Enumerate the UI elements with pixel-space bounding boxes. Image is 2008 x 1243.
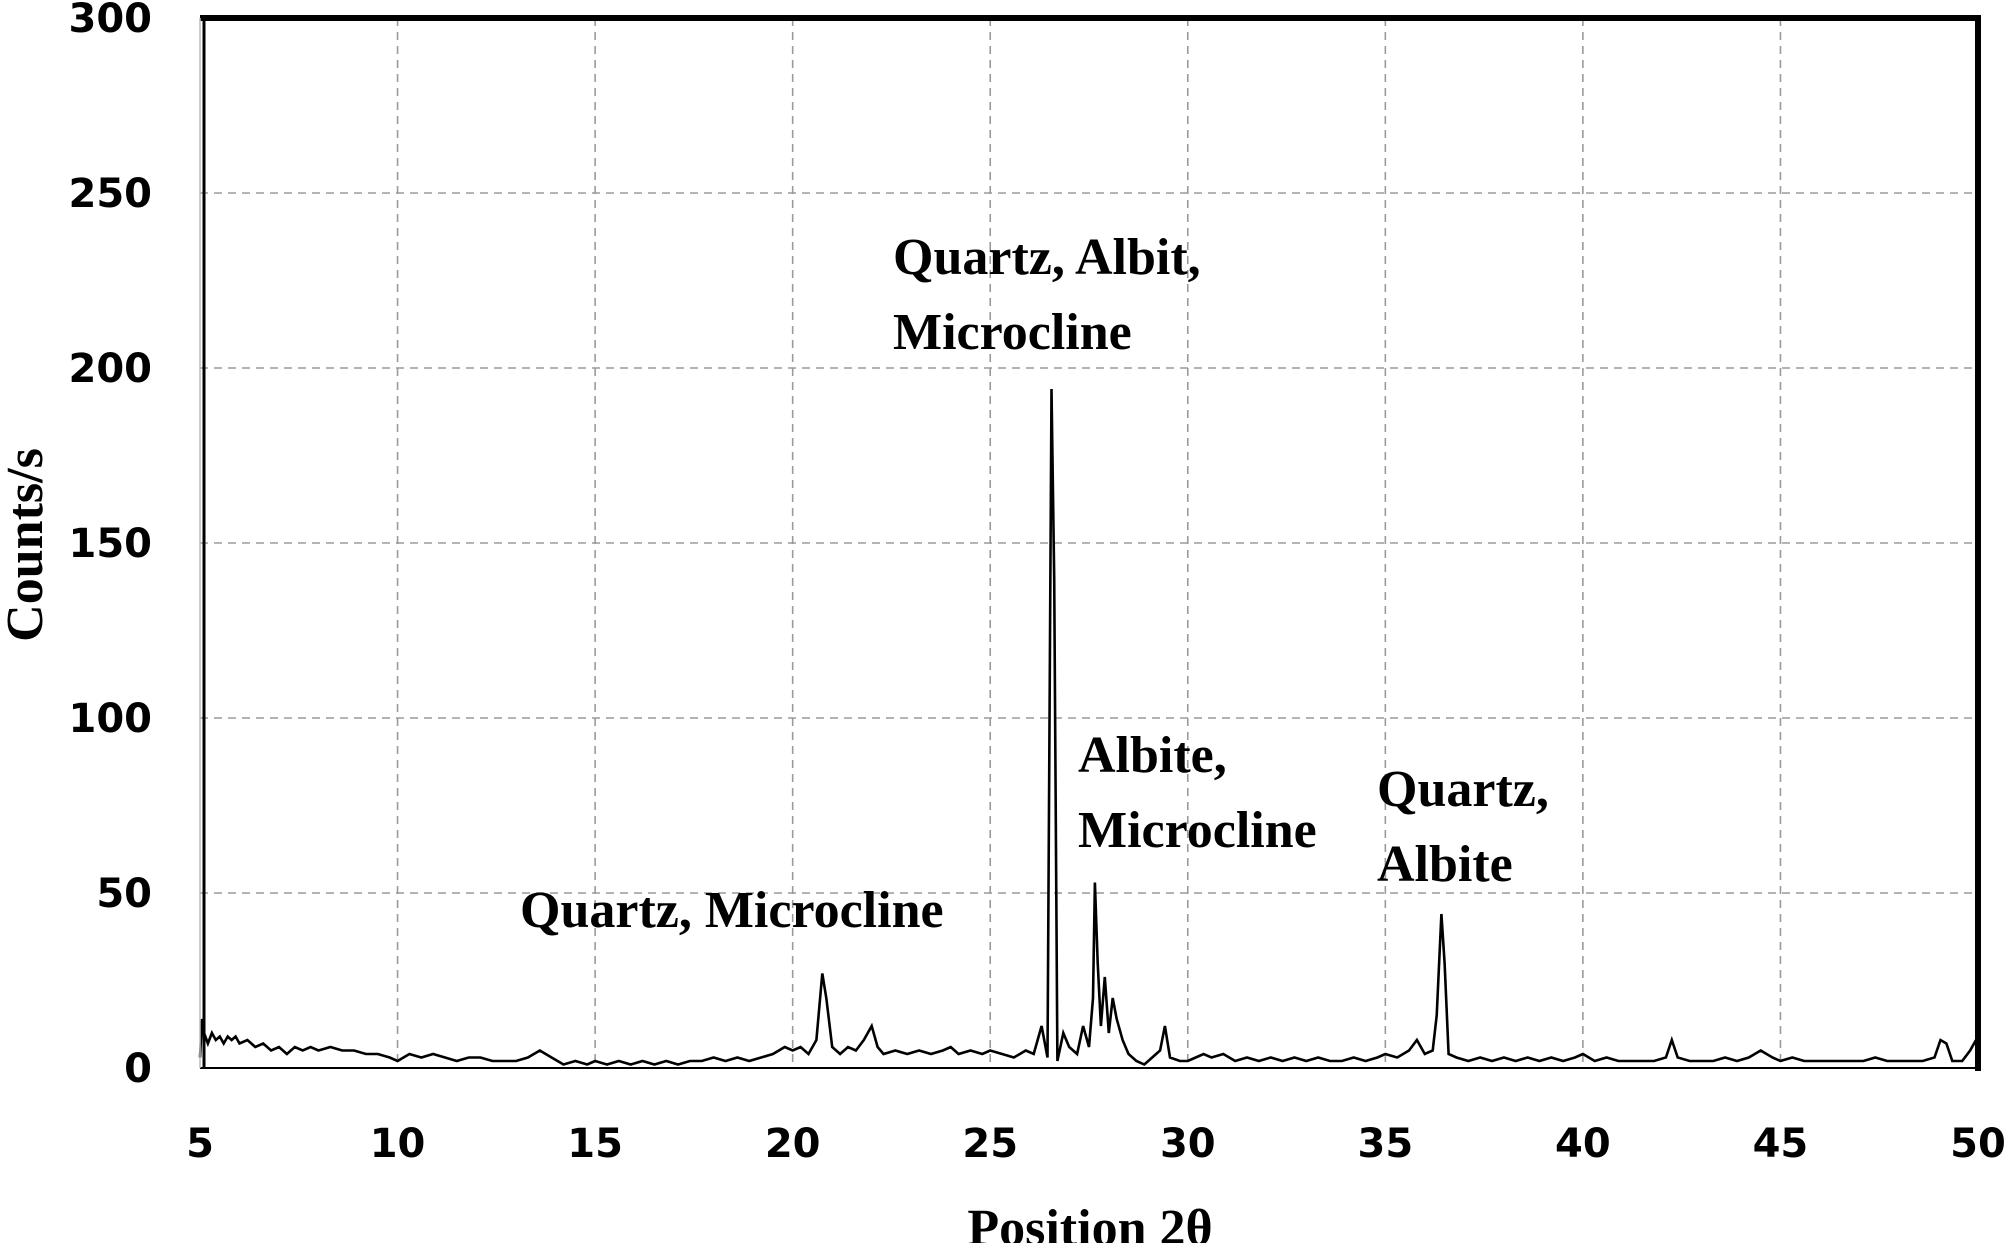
x-axis-title: Position 2θ — [967, 1200, 1212, 1243]
y-tick-label: 200 — [69, 346, 153, 392]
y-axis-title: Counts/s — [0, 448, 54, 642]
peak-label: Quartz, Albit, Microcline — [893, 229, 1201, 361]
peak-label: Albite, Microcline — [1078, 727, 1317, 859]
y-tick-label: 50 — [96, 871, 152, 917]
x-tick-label: 25 — [962, 1121, 1018, 1167]
x-tick-label: 30 — [1160, 1121, 1216, 1167]
gridlines — [200, 18, 1978, 1068]
y-tick-label: 100 — [69, 696, 153, 742]
x-tick-label: 50 — [1950, 1121, 2006, 1167]
peak-label-line: Albite — [1377, 836, 1513, 893]
y-tick-label: 250 — [69, 171, 153, 217]
peak-label: Quartz, Microcline — [520, 882, 944, 939]
peak-label-line: Microcline — [1078, 802, 1317, 859]
peak-label-line: Quartz, Microcline — [520, 882, 944, 939]
peak-label-line: Quartz, — [1377, 761, 1549, 818]
data-series — [198, 388, 1980, 1069]
x-tick-label: 20 — [765, 1121, 821, 1167]
y-tick-label: 0 — [124, 1046, 152, 1092]
x-tick-label: 35 — [1357, 1121, 1413, 1167]
x-tick-label: 15 — [567, 1121, 623, 1167]
plot-frame — [199, 15, 1981, 1071]
x-tick-label: 10 — [370, 1121, 426, 1167]
peak-label: Quartz, Albite — [1377, 761, 1549, 893]
y-tick-label: 300 — [69, 0, 153, 42]
xrd-trace — [198, 388, 1980, 1067]
peak-label-line: Microcline — [893, 304, 1132, 361]
peak-annotations: Quartz, Albit, Microcline Albite, Microclin… — [520, 229, 1549, 939]
x-tick-label: 45 — [1753, 1121, 1809, 1167]
peak-label-line: Quartz, Albit, — [893, 229, 1201, 286]
y-axis-ticks: 0 50 100 150 200 250 300 — [69, 0, 153, 1092]
x-tick-label: 5 — [186, 1121, 214, 1167]
x-axis-ticks: 5 10 15 20 25 30 35 40 45 50 — [186, 1121, 2006, 1167]
peak-label-line: Albite, — [1078, 727, 1227, 784]
y-tick-label: 150 — [69, 521, 153, 567]
x-tick-label: 40 — [1555, 1121, 1611, 1167]
